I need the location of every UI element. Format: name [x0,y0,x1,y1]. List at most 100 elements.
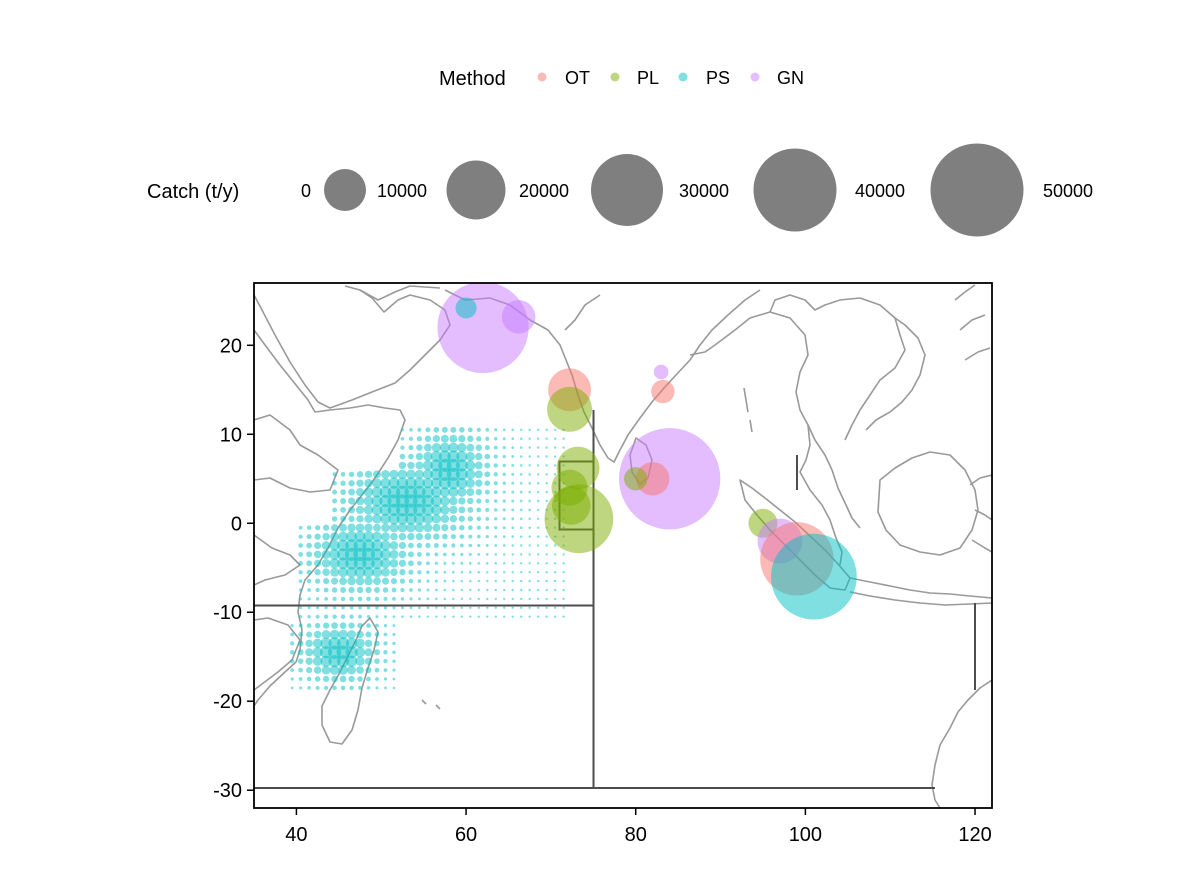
ps-grid-point [485,525,490,530]
ps-grid-point [536,588,540,592]
ps-grid-point [340,507,346,513]
india-interior-border [564,294,601,331]
ps-grid-point [364,657,373,665]
ps-grid-point [416,542,423,549]
ps-grid-point [306,542,313,549]
ps-grid-point [329,629,340,640]
ps-grid-point [337,539,349,552]
catch-point-pl [547,386,593,432]
legend-label-gn: GN [777,68,804,88]
ps-grid-point [323,524,330,531]
ps-grid-point [331,516,338,522]
ps-grid-point [349,685,354,691]
ps-grid-point [503,597,506,601]
ps-grid-point [460,570,464,574]
ps-grid-point [545,597,548,601]
catch-point-ps [770,533,857,620]
ps-grid-point [375,623,379,628]
ps-grid-point [321,558,331,568]
africa-borders [254,414,339,493]
ps-grid-point [467,435,474,442]
ps-grid-point [536,517,540,521]
ps-grid-point [486,606,489,609]
ps-grid-point [503,562,506,565]
ps-grid-point [355,496,365,506]
ps-grid-point [407,551,414,558]
ps-grid-point [364,514,373,524]
ps-grid-point [477,588,481,592]
ps-grid-point [494,437,498,441]
catch-legend-label-30000: 30000 [679,181,729,201]
ps-grid-point [426,615,430,618]
ps-grid-point [494,526,498,530]
ps-grid-point [423,451,433,462]
ps-grid-point [390,532,398,541]
ps-grid-point [439,442,450,453]
ps-grid-point [511,606,514,609]
ps-grid-point [290,686,294,690]
ps-grid-point [298,525,303,530]
ps-grid-point [553,428,557,432]
ps-grid-point [340,489,346,496]
ps-grid-point [347,576,356,586]
catch-legend-circle-40000 [753,148,837,232]
ps-grid-point [562,588,565,592]
ps-grid-point [409,606,413,610]
ps-grid-point [417,427,422,432]
ps-grid-point [536,473,540,476]
ps-grid-point [399,453,406,460]
ps-grid-point [380,558,391,569]
legend-label-pl: PL [637,68,659,88]
ps-grid-point [338,567,349,578]
ps-grid-point [477,543,481,548]
ps-grid-point [434,561,438,565]
ps-grid-point [417,597,421,601]
catch-point-ps [455,297,477,319]
legend-swatch-gn [750,72,760,82]
ps-grid-point [355,505,365,514]
ps-grid-point [408,436,414,441]
ps-grid-point [467,525,473,531]
ps-grid-point [431,504,442,516]
ps-grid-point [536,508,540,512]
x-tick-label: 80 [625,824,647,846]
ps-grid-point [398,559,407,567]
ps-grid-point [408,453,414,460]
ps-grid-point [493,472,498,477]
ps-grid-point [562,562,565,565]
ps-grid-point [545,437,548,440]
ps-grid-point [511,579,514,583]
ps-grid-point [440,514,450,524]
ps-grid-point [348,471,355,478]
ps-grid-point [331,577,339,585]
x-tick-label: 60 [455,824,477,846]
ps-grid-point [447,450,460,463]
ps-grid-point [536,428,540,432]
ps-grid-point [400,437,405,441]
ps-grid-point [449,505,458,514]
ps-grid-point [299,686,303,690]
ps-grid-point [511,588,514,592]
ps-grid-point [358,685,362,690]
ps-grid-point [553,562,557,565]
ps-grid-point [315,525,321,531]
ps-grid-point [519,464,523,467]
ps-grid-point [336,637,350,650]
ps-grid-point [484,445,490,451]
legend-label-ps: PS [706,68,730,88]
ps-grid-point [536,606,540,609]
ps-grid-point [469,588,472,592]
ps-grid-point [324,597,328,601]
ps-grid-point [511,472,515,476]
ps-grid-point [392,632,396,637]
indochina-coast [865,317,926,431]
ps-grid-point [511,535,515,538]
ps-grid-point [519,553,523,556]
ps-grid-point [290,668,295,672]
ps-grid-point [536,579,540,583]
ps-grid-point [383,650,388,655]
ps-grid-point [441,533,448,540]
ps-grid-point [528,481,531,485]
ps-grid-point [475,488,482,496]
ps-grid-point [398,461,407,470]
